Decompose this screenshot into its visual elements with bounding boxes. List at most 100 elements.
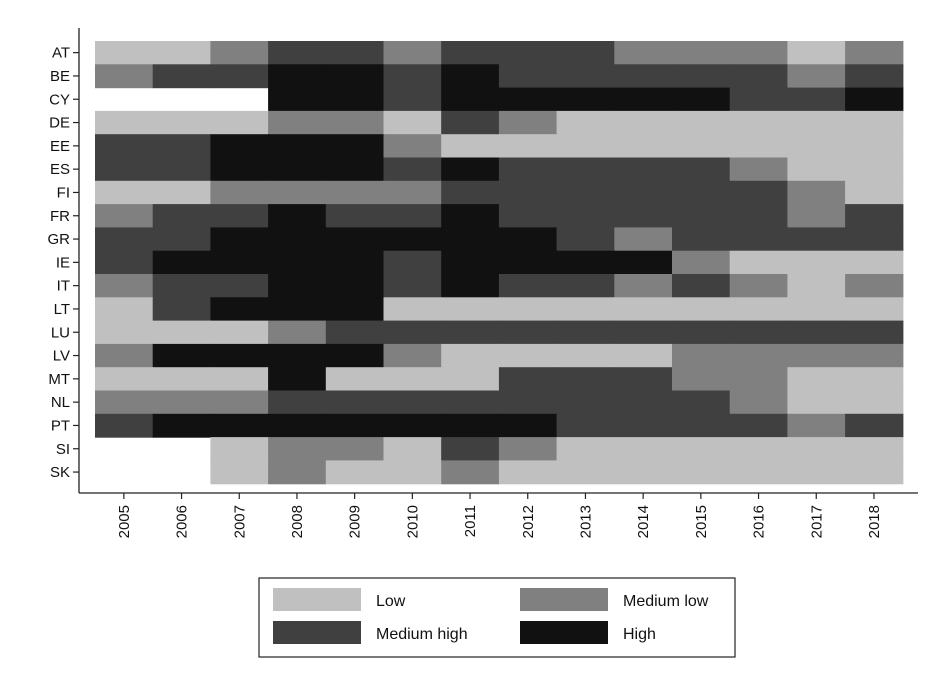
heatmap-cell: MT 2008: High — [268, 367, 327, 392]
heatmap-cell: EE 2013: Low — [556, 134, 615, 159]
heatmap-cell: DE 2007: Low — [210, 110, 269, 135]
heatmap-cell: BE 2010: Medium high — [383, 64, 442, 89]
heatmap-cell: LV 2014: Low — [614, 343, 673, 368]
heatmap-cell: SI 2014: Low — [614, 437, 673, 461]
heatmap-cell: IE 2015: Medium low — [672, 250, 731, 275]
y-tick-label: ES — [50, 161, 70, 178]
heatmap-cell: ES 2018: Low — [845, 157, 904, 182]
y-tick-label: BE — [50, 68, 70, 85]
heatmap-cell: EE 2015: Low — [672, 134, 731, 159]
heatmap-cell: FR 2013: Medium high — [556, 204, 615, 228]
y-tick-label: AT — [52, 45, 70, 62]
heatmap-cell: BE 2006: Medium high — [152, 64, 211, 89]
heatmap-cell: SI 2010: Low — [383, 437, 442, 461]
heatmap-cell: SK 2016: Low — [729, 460, 788, 485]
heatmap-cell: LU 2010: Medium high — [383, 320, 442, 345]
heatmap-cell: NL 2016: Medium low — [729, 390, 788, 415]
x-tick-label: 2010 — [404, 505, 421, 538]
heatmap-cell: DE 2016: Low — [729, 110, 788, 135]
heatmap-cell: ES 2010: Medium high — [383, 157, 442, 182]
x-tick-label: 2012 — [520, 505, 537, 538]
heatmap-cell: ES 2016: Medium low — [729, 157, 788, 182]
heatmap-cell: EE 2014: Low — [614, 134, 673, 159]
x-tick-label: 2011 — [462, 505, 479, 537]
heatmap-cell: IE 2011: High — [441, 250, 500, 275]
heatmap-cell: LU 2012: Medium high — [498, 320, 558, 345]
heatmap-cell: GR 2011: High — [441, 227, 500, 252]
heatmap-cell: IE 2012: High — [498, 250, 558, 275]
heatmap-cell: LV 2018: Medium low — [845, 343, 904, 368]
heatmap-cell: IE 2010: Medium high — [383, 250, 442, 275]
heatmap-cell: IT 2008: High — [268, 274, 327, 298]
heatmap-cell: NL 2009: Medium high — [325, 390, 385, 415]
heatmap-cell: IT 2011: High — [441, 274, 500, 298]
heatmap-cell: FI 2013: Medium high — [556, 180, 615, 205]
heatmap-cell: NL 2005: Medium low — [95, 390, 154, 415]
heatmap-cell: FI 2007: Medium low — [210, 180, 269, 205]
heatmap-cell: LU 2016: Medium high — [729, 320, 788, 345]
heatmap-cell: DE 2011: Medium high — [441, 110, 500, 135]
heatmap-cell: PT 2011: High — [441, 413, 500, 438]
heatmap-cell: AT 2017: Low — [787, 41, 846, 65]
x-tick-label: 2014 — [635, 505, 652, 538]
y-tick-label: NL — [51, 394, 70, 411]
heatmap-cell: LV 2015: Medium low — [672, 343, 731, 368]
x-tick-label: 2018 — [866, 505, 883, 538]
x-axis: 2005 2006 2007 2008 2009 2010 2011 2012 2013 2014… — [79, 492, 918, 538]
heatmap-cell: CY 2009: High — [325, 87, 385, 112]
heatmap-cell: IE 2005: Medium high — [95, 250, 154, 275]
heatmap-cell: FR 2014: Medium high — [614, 204, 673, 228]
heatmap-cell: DE 2009: Medium low — [325, 110, 385, 135]
heatmap-cell: SI 2007: Low — [210, 437, 269, 461]
heatmap-cell: SK 2018: Low — [845, 460, 904, 485]
heatmap-cell: IT 2016: Medium low — [729, 274, 788, 298]
heatmap-cell: NL 2013: Medium high — [556, 390, 615, 415]
heatmap-cell: MT 2017: Low — [787, 367, 846, 392]
y-tick-label: LV — [53, 348, 70, 365]
heatmap-cell: EE 2011: Low — [441, 134, 500, 159]
heatmap-cell: BE 2005: Medium low — [95, 64, 154, 89]
heatmap-cell: LU 2013: Medium high — [556, 320, 615, 345]
heatmap-cell: ES 2012: Medium high — [498, 157, 558, 182]
heatmap-cell: LT 2010: Low — [383, 297, 442, 322]
heatmap-cell: LU 2006: Low — [152, 320, 211, 345]
heatmap-cell: MT 2012: Medium high — [498, 367, 558, 392]
heatmap-cell: LV 2017: Medium low — [787, 343, 846, 368]
heatmap-cell: FR 2011: High — [441, 204, 500, 228]
heatmap-cell: FR 2017: Medium low — [787, 204, 846, 228]
heatmap-cell: PT 2018: Medium high — [845, 413, 904, 438]
heatmap-cell: LU 2017: Medium high — [787, 320, 846, 345]
heatmap-cell: MT 2007: Low — [210, 367, 269, 392]
y-tick-label: FI — [57, 184, 70, 201]
heatmap-cell: LT 2015: Low — [672, 297, 731, 322]
heatmap-cell: BE 2012: Medium high — [498, 64, 558, 89]
heatmap-cell: PT 2009: High — [325, 413, 385, 438]
heatmap-cell: NL 2006: Medium low — [152, 390, 211, 415]
heatmap-cell: IE 2006: High — [152, 250, 211, 275]
heatmap-cell: CY 2018: High — [845, 87, 904, 112]
heatmap-cell: FR 2008: High — [268, 204, 327, 228]
heatmap-cell: AT 2006: Low — [152, 41, 211, 65]
heatmap-cell: GR 2006: Medium high — [152, 227, 211, 252]
heatmap-cell: LU 2009: Medium high — [325, 320, 385, 345]
heatmap-cell: NL 2017: Low — [787, 390, 846, 415]
heatmap-cell: PT 2006: High — [152, 413, 211, 438]
heatmap-cell: EE 2017: Low — [787, 134, 846, 159]
heatmap-cell: LT 2018: Low — [845, 297, 904, 322]
heatmap-cell: EE 2008: High — [268, 134, 327, 159]
heatmap-cell: ES 2009: High — [325, 157, 385, 182]
heatmap-cell: GR 2014: Medium low — [614, 227, 673, 252]
heatmap-cell: IE 2014: High — [614, 250, 673, 275]
heatmap-cell: IT 2014: Medium low — [614, 274, 673, 298]
heatmap-cell: EE 2010: Medium low — [383, 134, 442, 159]
y-tick-label: LU — [51, 324, 70, 341]
heatmap-cell: FI 2018: Low — [845, 180, 904, 205]
heatmap-cell: FR 2006: Medium high — [152, 204, 211, 228]
heatmap-cell: ES 2015: Medium high — [672, 157, 731, 182]
heatmap-cell: GR 2018: Medium high — [845, 227, 904, 252]
heatmap-cell: LV 2016: Medium low — [729, 343, 788, 368]
heatmap-cell: SK 2017: Low — [787, 460, 846, 485]
heatmap-cell: SK 2015: Low — [672, 460, 731, 485]
heatmap-cell: LT 2014: Low — [614, 297, 673, 322]
